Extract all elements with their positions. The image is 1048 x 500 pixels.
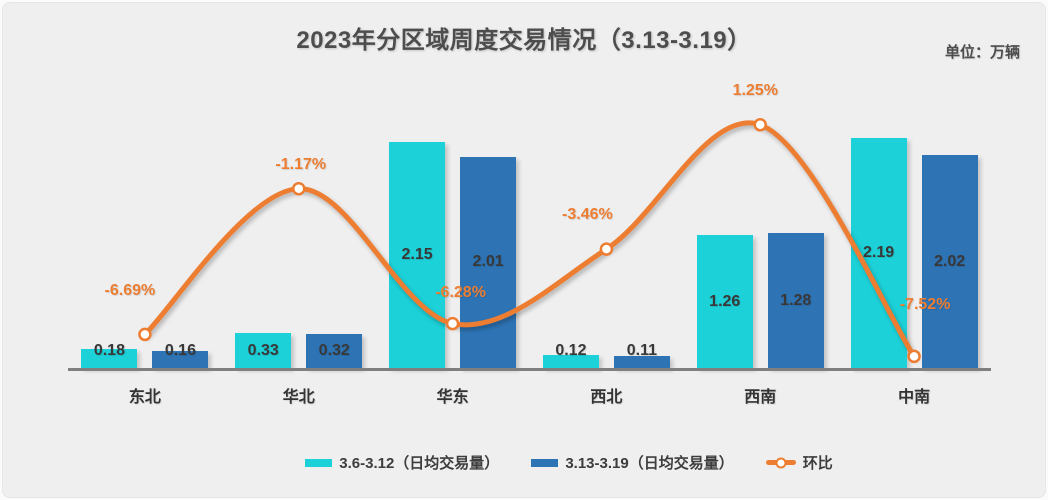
category-label-5: 中南 <box>898 389 931 406</box>
bar-week1-4 <box>696 235 753 368</box>
legend-swatch-week1-icon <box>305 458 333 467</box>
bar-value-label: 0.16 <box>164 342 196 359</box>
bar-week2-5 <box>921 155 978 368</box>
legend: 3.6-3.12（日均交易量） 3.13-3.19（日均交易量） 环比 <box>45 452 1048 473</box>
line-marker-5 <box>907 349 921 364</box>
legend-item-ratio: 环比 <box>765 452 833 473</box>
bar-value-label: 2.01 <box>472 253 504 271</box>
legend-label-week1: 3.6-3.12（日均交易量） <box>339 455 500 472</box>
pct-label-4: 1.25% <box>732 81 778 99</box>
bar-week2-1 <box>306 334 363 368</box>
category-label-4: 西南 <box>744 389 777 406</box>
line-marker-3 <box>599 242 614 256</box>
bar-value-label: 2.02 <box>934 252 966 270</box>
bar-week1-2 <box>389 141 446 368</box>
bar-week1-3 <box>542 355 599 368</box>
legend-item-week2: 3.13-3.19（日均交易量） <box>531 452 734 473</box>
unit-label: 单位：万辆 <box>944 44 1020 61</box>
chart-title: 2023年分区域周度交易情况（3.13-3.19） <box>296 27 752 54</box>
legend-line-marker-icon <box>765 457 796 468</box>
category-label-3: 西北 <box>590 389 623 406</box>
pct-label-3: -3.46% <box>562 206 613 224</box>
pct-label-5: -7.52% <box>899 296 951 314</box>
bar-value-label: 0.32 <box>318 342 350 359</box>
legend-line-dot-icon <box>775 457 787 468</box>
category-label-1: 华北 <box>282 389 315 406</box>
legend-item-week1: 3.6-3.12（日均交易量） <box>305 452 499 473</box>
bar-value-label: 0.12 <box>555 342 587 359</box>
bar-value-label: 0.18 <box>93 342 125 359</box>
x-axis-line <box>68 368 991 371</box>
bar-value-label: 0.11 <box>626 342 658 359</box>
bar-week1-1 <box>235 333 292 368</box>
bar-value-label: 0.33 <box>247 341 279 359</box>
ratio-line <box>142 120 917 359</box>
bar-week1-0 <box>81 349 138 368</box>
pct-label-2: -6.28% <box>435 283 486 301</box>
bar-week2-0 <box>152 351 209 368</box>
bar-value-label: 2.19 <box>863 243 895 261</box>
line-marker-1 <box>292 181 306 196</box>
category-label-0: 东北 <box>128 389 161 406</box>
bar-week2-4 <box>767 233 824 368</box>
bar-week2-3 <box>613 356 670 368</box>
line-marker-4 <box>753 118 767 132</box>
legend-label-ratio: 环比 <box>802 455 833 472</box>
bar-value-label: 2.15 <box>401 245 433 263</box>
pct-label-0: -6.69% <box>104 282 156 300</box>
pct-label-1: -1.17% <box>275 155 327 173</box>
bar-week2-2 <box>460 156 517 368</box>
bar-value-label: 1.28 <box>780 291 812 309</box>
line-marker-2 <box>445 316 460 331</box>
category-label-2: 华东 <box>436 389 469 406</box>
bar-value-label: 1.26 <box>709 292 741 310</box>
legend-label-week2: 3.13-3.19（日均交易量） <box>565 455 734 472</box>
line-marker-0 <box>138 327 152 342</box>
legend-swatch-week2-icon <box>531 458 559 467</box>
